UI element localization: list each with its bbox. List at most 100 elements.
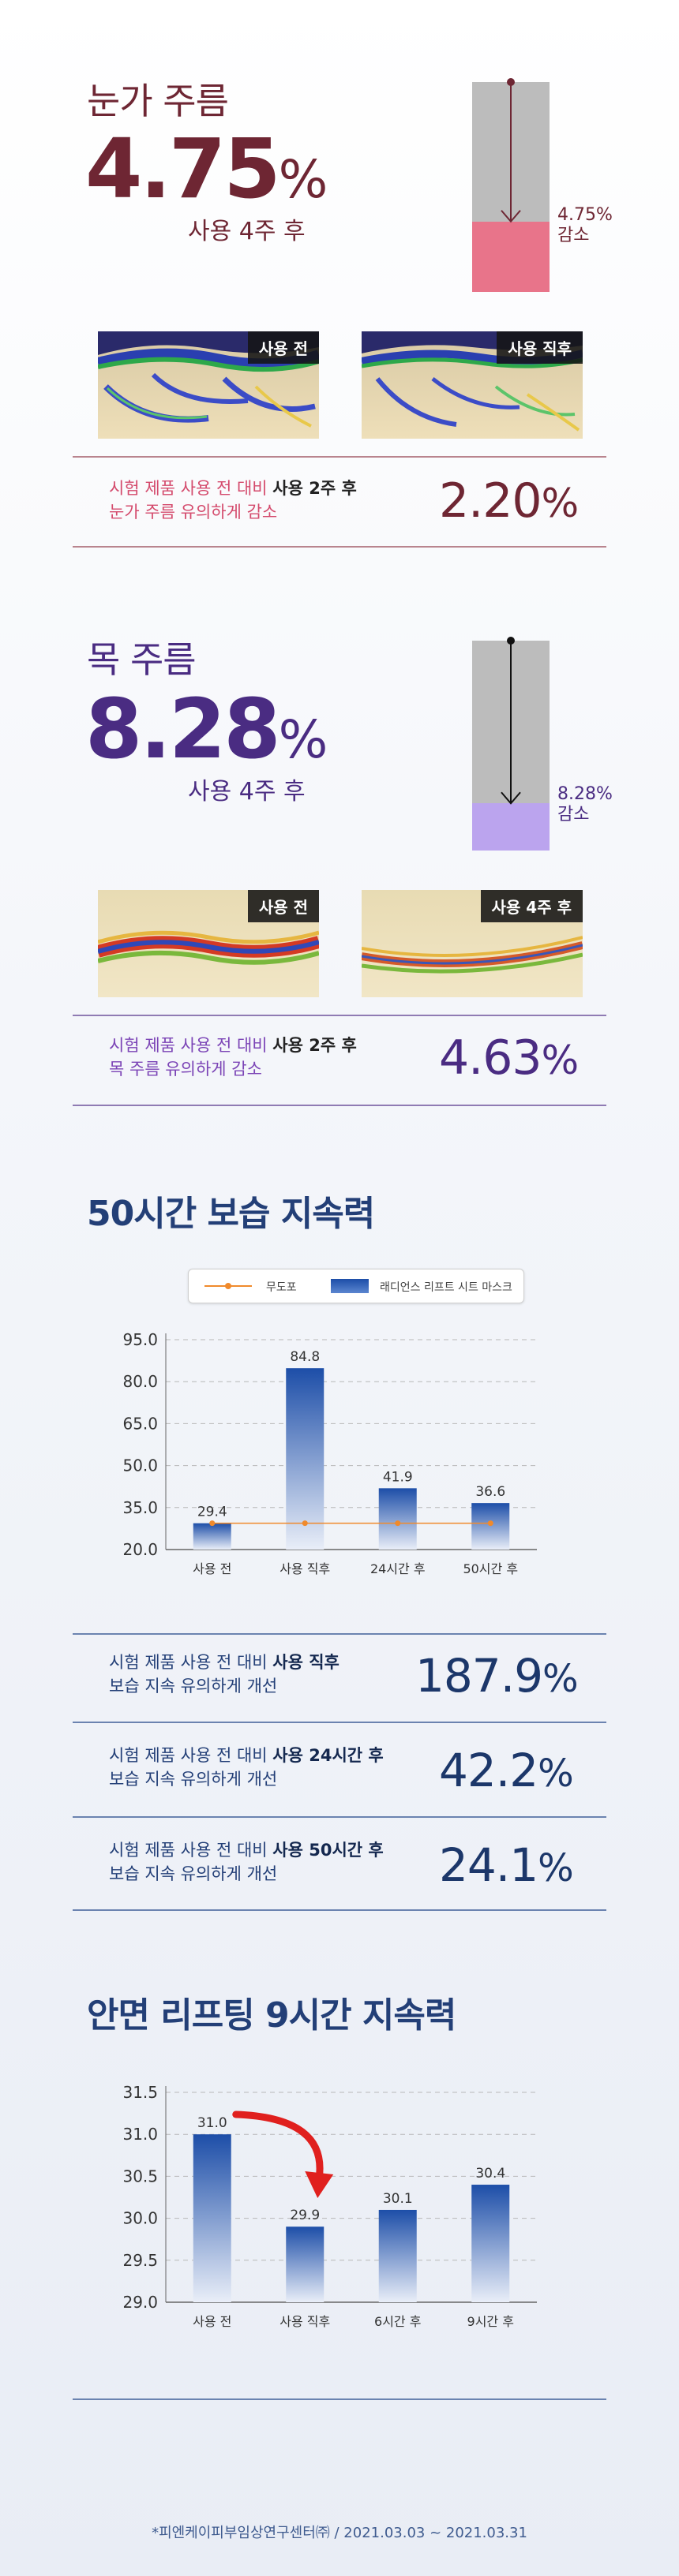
moisture-cmp-text-1: 시험 제품 사용 전 대비 사용 24시간 후 보습 지속 유의하게 개선 [109, 1744, 384, 1791]
chart1-xtick-2: 24시간 후 [370, 1561, 426, 1576]
moisture-cmp-value-2: 24.1% [439, 1838, 574, 1892]
chart2-xtick-3: 9시간 후 [467, 2314, 514, 2329]
moisture-cmp-line2-0: 보습 지속 유의하게 개선 [109, 1677, 278, 1696]
chart1-ytick-4: 80.0 [122, 1372, 158, 1391]
neck-gauge-label-value: 8.28% [557, 784, 613, 804]
neck-gauge-arrow-icon [501, 637, 521, 805]
chart2-data-label-0: 31.0 [197, 2115, 227, 2131]
moisture-cmp-bold-0: 사용 직후 [272, 1653, 340, 1672]
chart1-bar-0 [193, 1523, 231, 1550]
moisture-cmp-text-2: 시험 제품 사용 전 대비 사용 50시간 후 보습 지속 유의하게 개선 [109, 1838, 384, 1886]
moisture-cmp-pct-0: % [542, 1657, 579, 1701]
neck-divider-top [73, 1015, 606, 1016]
moisture-cmp-pre-2: 시험 제품 사용 전 대비 [109, 1841, 273, 1860]
moisture-cmp-line2-1: 보습 지속 유의하게 개선 [109, 1770, 278, 1789]
chart1-xtick-3: 50시간 후 [463, 1561, 518, 1576]
moisture-cmp-line2-2: 보습 지속 유의하게 개선 [109, 1864, 278, 1883]
chart2-data-label-1: 29.9 [290, 2208, 320, 2223]
chart1-ytick-3: 65.0 [122, 1414, 158, 1433]
eye-photo-after: 사용 직후 [362, 331, 583, 439]
eye-gauge-label-text: 감소 [557, 226, 590, 245]
chart2-bar-2 [378, 2209, 417, 2302]
chart1-line-point-2 [395, 1520, 401, 1527]
neck-photo-after: 사용 4주 후 [362, 890, 583, 997]
moisture-divider-1 [73, 1722, 606, 1723]
chart2-ytick-4: 31.0 [122, 2125, 158, 2144]
chart2-data-label-2: 30.1 [383, 2191, 413, 2207]
lifting-chart: 29.0 29.5 30.0 30.5 31.0 31.5 31.0 사용 전 29.9 사용 직… [122, 2083, 537, 2329]
moisture-cmp-pre-0: 시험 제품 사용 전 대비 [109, 1653, 273, 1672]
neck-photo-before: 사용 전 [98, 890, 319, 997]
eye-big-number: 4.75 [85, 121, 281, 217]
moisture-cmp-pct-2: % [538, 1846, 574, 1890]
legend-bar-marker-icon [331, 1279, 369, 1293]
eye-sub: 사용 4주 후 [188, 218, 306, 245]
eye-title: 눈가 주름 [87, 80, 229, 122]
moisture-cmp-number-2: 24.1 [439, 1838, 538, 1892]
neck-result-number: 4.63 [439, 1030, 542, 1086]
neck-before-tag: 사용 전 [247, 890, 319, 922]
eye-divider-top [73, 456, 606, 458]
eye-result-line2: 눈가 주름 유의하게 감소 [109, 503, 278, 522]
neck-result-pre: 시험 제품 사용 전 대비 [109, 1036, 273, 1055]
chart1-xtick-0: 사용 전 [193, 1561, 231, 1576]
eye-divider-bottom [73, 546, 606, 548]
neck-result-text: 시험 제품 사용 전 대비 사용 2주 후 목 주름 유의하게 감소 [109, 1034, 357, 1081]
chart2-ytick-0: 29.0 [122, 2293, 158, 2312]
moisture-cmp-bold-2: 사용 50시간 후 [272, 1841, 384, 1860]
chart2-data-label-3: 30.4 [475, 2166, 505, 2182]
moisture-cmp-value-0: 187.9% [415, 1649, 579, 1703]
eye-result-value: 2.20% [439, 473, 580, 529]
neck-title: 목 주름 [87, 638, 197, 681]
neck-arrow-head [501, 791, 521, 805]
eye-arrow-head [501, 210, 521, 223]
eye-result-pct: % [541, 480, 580, 526]
moisture-cmp-bold-1: 사용 24시간 후 [272, 1746, 384, 1765]
chart1-bar-2 [378, 1488, 417, 1550]
moisture-chart: 20.0 35.0 50.0 65.0 80.0 95.0 29.4 사용 전 84.8 사용 직… [122, 1330, 537, 1576]
moisture-cmp-pre-1: 시험 제품 사용 전 대비 [109, 1746, 273, 1765]
chart1-data-label-3: 36.6 [475, 1484, 505, 1500]
legend-line-label: 무도포 [266, 1281, 297, 1294]
eye-result-text: 시험 제품 사용 전 대비 사용 2주 후 눈가 주름 유의하게 감소 [109, 477, 357, 524]
eye-gauge-label: 4.75% 감소 [557, 205, 613, 246]
moisture-cmp-number-0: 187.9 [415, 1649, 543, 1703]
neck-sub: 사용 4주 후 [188, 778, 306, 806]
neck-big-value: 8.28% [85, 688, 328, 770]
chart1-ytick-0: 20.0 [122, 1540, 158, 1559]
chart1-line-point-0 [209, 1520, 216, 1527]
chart2-xtick-0: 사용 전 [193, 2314, 231, 2329]
neck-divider-bottom [73, 1105, 606, 1106]
neck-big-number: 8.28 [85, 681, 281, 777]
footnote: *피엔케이피부임상연구센터㈜ / 2021.03.03 ~ 2021.03.31 [152, 2525, 527, 2541]
eye-gauge-label-value: 4.75% [557, 205, 613, 225]
moisture-legend: 무도포 래디언스 리프트 시트 마스크 [188, 1269, 524, 1303]
eye-gauge-fill [472, 221, 550, 292]
eye-big-pct: % [278, 149, 328, 210]
neck-result-line2: 목 주름 유의하게 감소 [109, 1060, 262, 1079]
chart2-xtick-1: 사용 직후 [279, 2314, 330, 2329]
chart2-ytick-2: 30.0 [122, 2209, 158, 2228]
chart2-bar-0 [193, 2134, 231, 2302]
chart2-ytick-5: 31.5 [122, 2083, 158, 2102]
chart2-red-arrow-shaft [232, 2111, 324, 2182]
moisture-cmp-value-1: 42.2% [439, 1744, 574, 1797]
eye-photo-before: 사용 전 [98, 331, 319, 439]
moisture-cmp-text-0: 시험 제품 사용 전 대비 사용 직후 보습 지속 유의하게 개선 [109, 1651, 340, 1698]
chart1-data-label-0: 29.4 [197, 1505, 227, 1520]
chart1-ytick-2: 50.0 [122, 1456, 158, 1475]
chart2-red-arrow-head-icon [305, 2171, 334, 2198]
chart1-xtick-1: 사용 직후 [279, 1561, 330, 1576]
chart1-bar-1 [286, 1368, 324, 1550]
eye-after-image [362, 331, 583, 439]
chart1-data-label-2: 41.9 [383, 1469, 413, 1485]
eye-big-value: 4.75% [85, 128, 328, 210]
legend-line-marker-icon [204, 1283, 252, 1289]
neck-result-pct: % [541, 1038, 580, 1083]
moisture-title: 50시간 보습 지속력 [87, 1194, 375, 1234]
chart1-data-label-1: 84.8 [290, 1349, 320, 1365]
moisture-divider-3 [73, 1909, 606, 1911]
neck-gauge [472, 637, 550, 851]
chart2-ytick-1: 29.5 [122, 2251, 158, 2270]
eye-result-pre: 시험 제품 사용 전 대비 [109, 479, 273, 498]
